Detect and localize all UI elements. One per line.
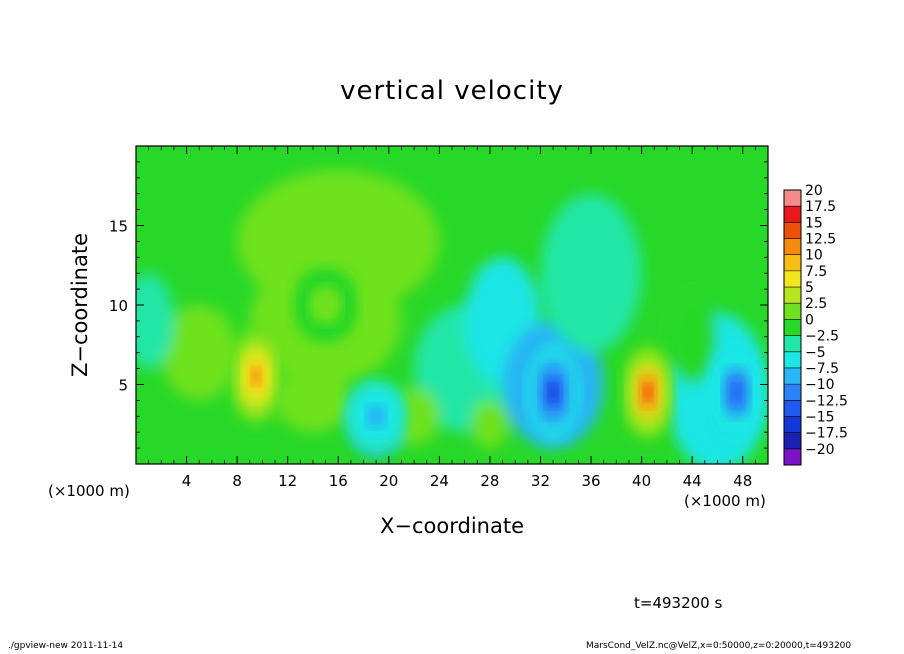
- colorbar-swatch: [784, 238, 801, 256]
- y-axis-label: Z−coordinate: [68, 233, 92, 377]
- colorbar-swatch: [784, 432, 801, 450]
- colorbar-label: 0: [805, 312, 814, 328]
- cell-updraft-1: [622, 344, 674, 441]
- colorbar: 2017.51512.5107.552.50−2.5−5−7.5−10−12.5…: [783, 183, 848, 466]
- colorbar-swatch: [784, 303, 801, 320]
- colorbar-label: 15: [805, 215, 823, 231]
- colorbar-label: −12.5: [805, 393, 848, 409]
- colorbar-swatch: [784, 319, 801, 336]
- colorbar-swatch: [784, 384, 801, 401]
- x-tick-label: 40: [632, 472, 651, 490]
- y-tick-label: 5: [118, 377, 128, 395]
- cell-updraft-0: [230, 328, 282, 425]
- x-tick-label: 8: [232, 472, 242, 490]
- colorbar-swatch: [784, 335, 801, 353]
- y-tick-label: 15: [109, 218, 128, 236]
- colorbar-label: 12.5: [805, 232, 836, 248]
- cell-downdraft-5: [344, 378, 409, 454]
- x-axis-label: X−coordinate: [380, 514, 524, 538]
- colorbar-swatch: [784, 367, 801, 385]
- x-tick-label: 28: [480, 472, 499, 490]
- colorbar-label: 2.5: [805, 296, 827, 312]
- colorbar-label: −20: [805, 442, 835, 458]
- x-tick-label: 48: [733, 472, 752, 490]
- colorbar-label: 5: [805, 280, 814, 296]
- velocity-field: [136, 146, 768, 464]
- colorbar-swatch: [784, 448, 801, 466]
- footer-right: MarsCond_VelZ.nc@VelZ,x=0:50000,z=0:2000…: [586, 641, 852, 651]
- x-tick-label: 24: [430, 472, 449, 490]
- colorbar-label: −7.5: [805, 361, 839, 377]
- x-tick-label: 4: [182, 472, 192, 490]
- x-unit-label-right: (×1000 m): [684, 492, 766, 510]
- x-tick-label: 20: [379, 472, 398, 490]
- colorbar-swatch: [784, 254, 801, 272]
- colorbar-swatch: [784, 351, 801, 369]
- colorbar-swatch: [784, 400, 801, 417]
- colorbar-label: 10: [805, 248, 823, 264]
- colorbar-label: −10: [805, 377, 835, 393]
- colorbar-swatch: [784, 206, 801, 223]
- colorbar-label: −17.5: [805, 426, 848, 442]
- colorbar-swatch: [784, 287, 801, 304]
- cell-updraft-4: [293, 267, 358, 343]
- cell-downdraft-3: [710, 344, 763, 441]
- cell-downdraft-2: [527, 344, 580, 441]
- colorbar-label: −15: [805, 409, 835, 425]
- colorbar-swatch: [784, 222, 801, 239]
- x-tick-label: 12: [278, 472, 297, 490]
- colorbar-label: 20: [805, 183, 823, 199]
- x-tick-label: 32: [531, 472, 550, 490]
- chart-title: vertical velocity: [340, 76, 564, 106]
- y-tick-label: 10: [109, 297, 128, 315]
- colorbar-swatch: [784, 270, 801, 288]
- x-tick-label: 36: [581, 472, 600, 490]
- x-unit-label-left: (×1000 m): [48, 482, 130, 500]
- footer-left: ./gpview-new 2011-11-14: [8, 641, 124, 651]
- x-tick-label: 16: [329, 472, 348, 490]
- colorbar-swatch: [784, 190, 801, 207]
- colorbar-label: −5: [805, 345, 826, 361]
- x-tick-label: 44: [683, 472, 702, 490]
- colorbar-swatch: [784, 416, 801, 433]
- time-label: t=493200 s: [634, 594, 723, 612]
- colorbar-label: 17.5: [805, 199, 836, 215]
- colorbar-label: 7.5: [805, 264, 827, 280]
- colorbar-label: −2.5: [805, 329, 839, 345]
